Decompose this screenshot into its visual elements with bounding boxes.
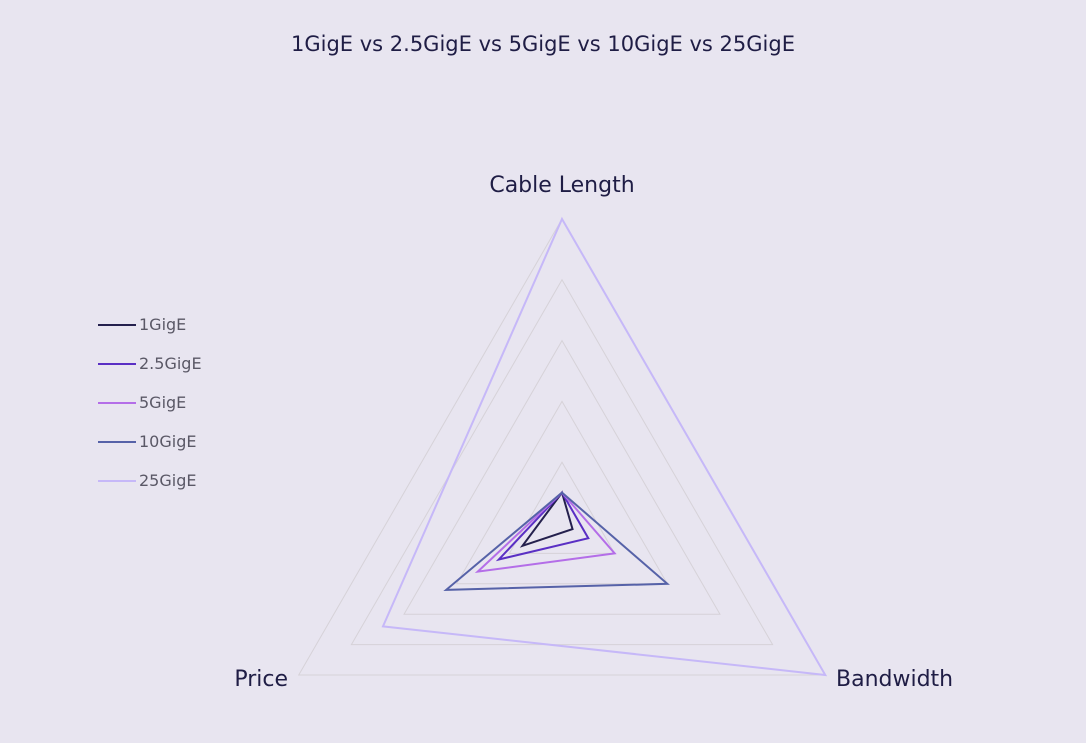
legend-label: 1GigE: [139, 315, 187, 334]
grid: [297, 218, 827, 676]
series-10gige: [443, 491, 670, 591]
legend-swatch: [98, 401, 136, 404]
legend-item[interactable]: 10GigE: [98, 422, 202, 461]
grid-ring: [350, 278, 774, 646]
legend-swatch: [98, 362, 136, 365]
legend-swatch: [98, 440, 136, 443]
legend: 1GigE 2.5GigE 5GigE 10GigE 25GigE: [98, 305, 202, 500]
legend-label: 10GigE: [139, 432, 197, 451]
series-2-5gige: [495, 490, 590, 562]
legend-label: 25GigE: [139, 471, 197, 490]
series-25gige: [381, 216, 828, 677]
axis-label-cable-length: Cable Length: [489, 173, 634, 198]
grid-ring: [403, 339, 721, 615]
legend-label: 5GigE: [139, 393, 187, 412]
legend-label: 2.5GigE: [139, 354, 202, 373]
grid-ring: [297, 218, 827, 676]
legend-item[interactable]: 1GigE: [98, 305, 202, 344]
series-group: [381, 216, 828, 677]
axis-label-bandwidth: Bandwidth: [836, 667, 953, 692]
series-5gige: [474, 491, 617, 574]
chart-title: 1GigE vs 2.5GigE vs 5GigE vs 10GigE vs 2…: [291, 32, 795, 56]
legend-item[interactable]: 2.5GigE: [98, 344, 202, 383]
grid-ring: [508, 461, 616, 554]
legend-item[interactable]: 5GigE: [98, 383, 202, 422]
legend-swatch: [98, 323, 136, 326]
axis-label-price: Price: [234, 667, 288, 692]
grid-ring: [455, 400, 669, 585]
series-1gige: [519, 490, 574, 548]
legend-swatch: [98, 479, 136, 482]
legend-item[interactable]: 25GigE: [98, 461, 202, 500]
